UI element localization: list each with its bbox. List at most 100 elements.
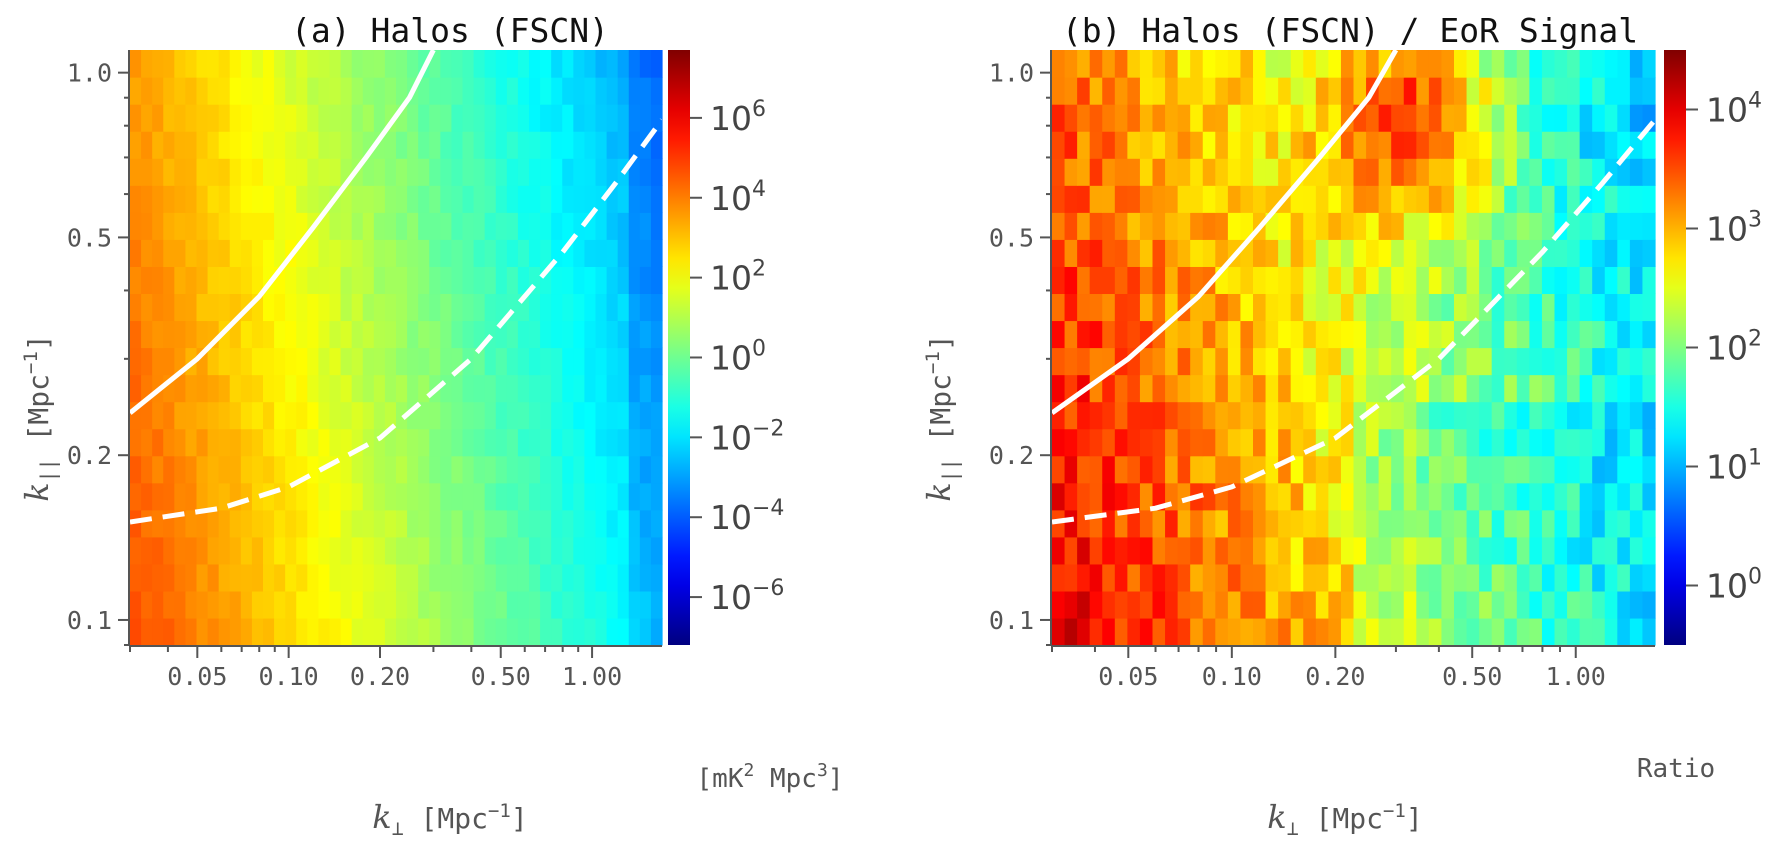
heatmap-cell: [573, 536, 586, 565]
heatmap-cell: [1504, 617, 1518, 646]
heatmap-cell: [1253, 266, 1267, 295]
heatmap-cell: [495, 563, 508, 592]
heatmap-cell: [506, 428, 519, 457]
heatmap-cell: [418, 428, 430, 457]
heatmap-cell: [407, 293, 419, 322]
heatmap-cell: [263, 212, 275, 240]
heatmap-cell: [451, 536, 464, 565]
heatmap-cell: [207, 590, 220, 619]
heatmap-cell: [407, 50, 419, 78]
heatmap-cell: [1064, 239, 1078, 267]
heatmap-cell: [185, 617, 198, 646]
heatmap-cell: [1604, 77, 1618, 105]
heatmap-cell: [584, 212, 597, 240]
heatmap-cell: [163, 77, 175, 105]
heatmap-cell: [1127, 104, 1141, 132]
heatmap-cell: [1127, 266, 1141, 295]
heatmap-cell: [329, 266, 342, 295]
heatmap-cell: [517, 212, 530, 240]
heatmap-cell: [529, 536, 541, 565]
heatmap-cell: [1428, 401, 1443, 430]
heatmap-cell: [1592, 563, 1606, 592]
heatmap-cell: [573, 158, 586, 186]
heatmap-cell: [440, 320, 453, 349]
heatmap-cell: [307, 617, 320, 646]
heatmap-cell: [650, 77, 663, 105]
heatmap-cell: [1378, 482, 1392, 511]
heatmap-cell: [562, 482, 574, 511]
heatmap-cell: [429, 185, 441, 213]
heatmap-cell: [1567, 428, 1581, 457]
heatmap-cell: [1604, 482, 1618, 511]
heatmap-cell: [240, 266, 253, 295]
heatmap-cell: [351, 50, 364, 78]
heatmap-cell: [1077, 50, 1091, 78]
heatmap-cell: [340, 212, 353, 240]
heatmap-cell: [1554, 455, 1568, 484]
heatmap-cell: [1114, 401, 1128, 430]
heatmap-cell: [296, 293, 308, 322]
heatmap-cell: [551, 77, 563, 105]
heatmap-cell: [1328, 347, 1342, 376]
heatmap-cell: [462, 293, 475, 322]
heatmap-cell: [1391, 482, 1405, 511]
heatmap-cell: [606, 401, 619, 430]
heatmap-cell: [152, 428, 164, 457]
heatmap-cell: [517, 185, 530, 213]
heatmap-cell: [1642, 455, 1656, 484]
heatmap-cell: [274, 401, 286, 430]
heatmap-cell: [495, 428, 508, 457]
heatmap-cell: [185, 428, 198, 457]
heatmap-cell: [440, 509, 453, 538]
heatmap-cell: [1139, 185, 1154, 213]
heatmap-cell: [307, 563, 320, 592]
heatmap-cell: [1052, 347, 1066, 376]
heatmap-cell: [263, 617, 275, 646]
heatmap-cell: [1441, 563, 1455, 592]
panel-b-heatmap: [1052, 50, 1656, 646]
heatmap-cell: [1579, 536, 1593, 565]
heatmap-cell: [650, 536, 663, 565]
heatmap-cell: [163, 212, 175, 240]
heatmap-cell: [1403, 131, 1417, 159]
heatmap-cell: [540, 536, 552, 565]
heatmap-cell: [1491, 617, 1505, 646]
heatmap-cell: [1554, 131, 1568, 159]
heatmap-cell: [1516, 158, 1530, 186]
heatmap-cell: [329, 50, 342, 78]
heatmap-cell: [1328, 158, 1342, 186]
heatmap-cell: [1340, 185, 1355, 213]
heatmap-cell: [1466, 563, 1480, 592]
heatmap-cell: [1617, 266, 1631, 295]
heatmap-cell: [152, 320, 164, 349]
heatmap-cell: [1227, 185, 1242, 213]
heatmap-cell: [1454, 212, 1468, 240]
heatmap-cell: [617, 131, 630, 159]
heatmap-cell: [573, 563, 586, 592]
heatmap-cell: [163, 293, 175, 322]
heatmap-cell: [1253, 320, 1267, 349]
heatmap-cell: [650, 266, 663, 295]
heatmap-cell: [1617, 590, 1631, 619]
heatmap-cell: [1579, 563, 1593, 592]
heatmap-cell: [440, 428, 453, 457]
heatmap-cell: [351, 509, 364, 538]
heatmap-cell: [141, 590, 153, 619]
heatmap-cell: [1052, 455, 1066, 484]
heatmap-cell: [529, 617, 541, 646]
heatmap-cell: [529, 239, 541, 267]
heatmap-cell: [1567, 185, 1581, 213]
heatmap-cell: [1454, 428, 1468, 457]
heatmap-cell: [517, 455, 530, 484]
heatmap-cell: [551, 428, 563, 457]
heatmap-cell: [141, 401, 153, 430]
heatmap-cell: [285, 347, 297, 376]
heatmap-cell: [207, 455, 220, 484]
heatmap-cell: [318, 374, 331, 403]
heatmap-cell: [1466, 266, 1480, 295]
heatmap-cell: [296, 401, 308, 430]
heatmap-cell: [1152, 455, 1166, 484]
heatmap-cell: [1554, 320, 1568, 349]
heatmap-cell: [473, 455, 486, 484]
heatmap-cell: [407, 320, 419, 349]
